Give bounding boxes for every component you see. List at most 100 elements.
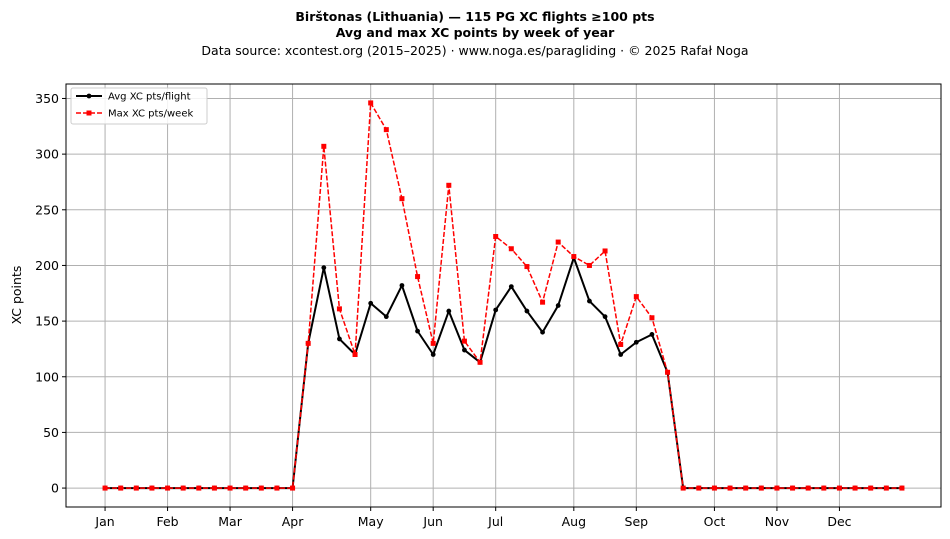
x-tick-label: Jul xyxy=(487,514,503,529)
max-data-point xyxy=(336,306,342,312)
chart-title-line2: Avg and max XC points by week of year xyxy=(336,25,615,40)
max-data-point xyxy=(305,340,311,346)
avg-data-point xyxy=(337,336,342,342)
x-tick-label: Jun xyxy=(422,514,443,529)
x-tick-label: Sep xyxy=(625,514,649,529)
avg-data-point xyxy=(602,314,608,320)
avg-data-point xyxy=(415,328,420,334)
max-data-point xyxy=(665,369,671,375)
max-data-point xyxy=(180,485,186,491)
max-data-point xyxy=(618,341,624,347)
max-data-point xyxy=(727,485,733,491)
max-data-point xyxy=(680,485,686,491)
chart-title-line1: Birštonas (Lithuania) — 115 PG XC flight… xyxy=(295,9,654,24)
avg-data-point xyxy=(462,347,467,353)
max-data-point xyxy=(211,485,217,491)
max-data-point xyxy=(290,485,296,491)
max-data-point xyxy=(790,485,796,491)
avg-data-point xyxy=(399,283,405,288)
max-data-point xyxy=(227,485,233,491)
avg-data-point xyxy=(540,329,545,335)
max-data-point xyxy=(352,351,358,357)
max-data-point xyxy=(743,485,749,491)
max-data-point xyxy=(602,248,608,254)
max-data-point xyxy=(430,340,436,346)
plot-frame xyxy=(65,83,942,508)
y-axis-label: XC points xyxy=(9,266,24,325)
max-data-point xyxy=(555,239,561,245)
grid-layer xyxy=(66,84,941,507)
x-tick-label: Dec xyxy=(827,514,851,529)
avg-data-point xyxy=(633,339,639,345)
x-axis: Jan Feb Mar Apr May Jun Jul Aug Sep Oct Nov Dec xyxy=(94,507,852,529)
legend-avg-label: Avg XC pts/flight xyxy=(108,92,191,103)
avg-data-point xyxy=(508,284,514,289)
legend: Avg XC pts/flight Max XC pts/week xyxy=(70,87,208,125)
max-data-point xyxy=(493,234,499,240)
max-data-point xyxy=(258,485,264,491)
max-data-point xyxy=(477,359,483,365)
max-data-point xyxy=(102,485,108,491)
max-data-point xyxy=(399,196,405,202)
x-tick-label: Aug xyxy=(562,514,586,529)
max-data-point xyxy=(415,274,421,280)
x-tick-label: Apr xyxy=(282,514,304,529)
avg-data-point xyxy=(649,332,655,337)
avg-data-point xyxy=(493,307,499,313)
max-data-point xyxy=(368,100,374,106)
avg-data-point xyxy=(587,298,592,304)
max-data-point xyxy=(711,485,717,491)
max-data-point xyxy=(774,485,780,491)
max-data-point xyxy=(571,254,577,260)
x-tick-label: Nov xyxy=(765,514,790,529)
x-tick-label: Oct xyxy=(704,514,726,529)
legend-avg-marker xyxy=(86,93,92,99)
y-tick-label: 200 xyxy=(35,258,59,273)
max-data-point xyxy=(196,485,202,491)
max-data-point xyxy=(321,143,327,149)
max-data-point xyxy=(899,485,905,491)
avg-data-point xyxy=(321,265,327,271)
max-data-point xyxy=(461,338,467,344)
max-data-point xyxy=(165,485,171,491)
max-data-point xyxy=(133,485,139,491)
avg-data-point xyxy=(446,308,452,314)
y-tick-label: 350 xyxy=(35,91,59,106)
max-data-point xyxy=(805,485,811,491)
series-line-max xyxy=(105,102,902,489)
x-tick-label: Mar xyxy=(218,514,242,529)
max-data-point xyxy=(883,485,889,491)
y-tick-label: 0 xyxy=(51,481,59,496)
x-tick-label: Jan xyxy=(94,514,114,529)
max-data-point xyxy=(446,182,452,188)
max-data-point xyxy=(821,485,827,491)
x-tick-label: May xyxy=(358,514,384,529)
y-axis: 0 50 100 150 200 250 300 350 xyxy=(35,91,66,496)
legend-max-marker xyxy=(86,110,92,116)
max-data-point xyxy=(540,299,546,305)
avg-data-point xyxy=(555,303,561,308)
max-data-point xyxy=(586,262,592,268)
max-data-point xyxy=(852,485,858,491)
max-data-point xyxy=(758,485,764,491)
avg-data-point xyxy=(618,352,624,357)
max-data-point xyxy=(274,485,280,491)
y-tick-label: 300 xyxy=(35,147,59,162)
y-tick-label: 250 xyxy=(35,202,59,217)
max-data-point xyxy=(524,264,530,270)
y-tick-label: 50 xyxy=(43,425,59,440)
max-data-point xyxy=(118,485,124,491)
avg-data-point xyxy=(430,352,436,357)
series-line-avg xyxy=(105,256,902,490)
y-tick-label: 150 xyxy=(35,314,59,329)
max-data-point xyxy=(149,485,155,491)
max-data-point xyxy=(836,485,842,491)
max-data-point xyxy=(868,485,874,491)
avg-data-point xyxy=(383,314,389,320)
chart-subtitle: Data source: xcontest.org (2015–2025) · … xyxy=(201,43,748,58)
x-tick-label: Feb xyxy=(156,514,178,529)
max-data-point xyxy=(633,294,639,300)
legend-box xyxy=(70,87,208,125)
